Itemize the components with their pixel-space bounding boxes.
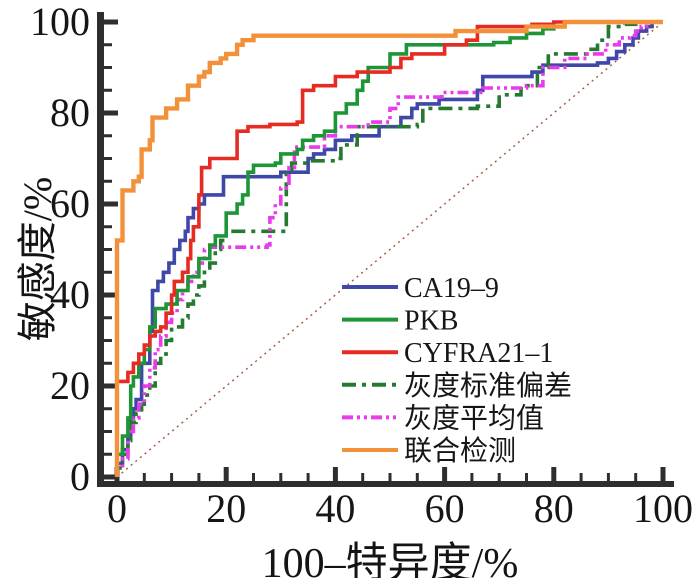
x-minor-tick	[361, 473, 365, 481]
x-tick-label: 20	[206, 486, 246, 531]
x-tick-label: 60	[425, 486, 465, 531]
y-tick-label: 80	[50, 90, 90, 135]
y-tick-label: 40	[50, 272, 90, 317]
y-tick-label: 0	[70, 454, 90, 499]
x-minor-tick	[525, 473, 528, 481]
x-major-tick	[551, 467, 557, 481]
y-minor-tick	[104, 361, 112, 365]
x-minor-tick	[142, 473, 146, 481]
legend-label: CA19–9	[404, 273, 499, 304]
legend-label: 灰度平均值	[404, 402, 544, 434]
reference-diagonal	[116, 21, 664, 478]
legend-label: 联合检测	[404, 435, 516, 467]
x-major-tick	[223, 467, 229, 481]
x-axis-spine	[97, 481, 674, 487]
y-minor-tick	[104, 339, 112, 342]
y-minor-tick	[104, 179, 112, 183]
x-tick-label: 100	[633, 486, 693, 531]
y-minor-tick	[104, 452, 112, 456]
x-major-tick	[442, 467, 448, 481]
y-minor-tick	[104, 88, 112, 92]
x-axis-title: 100–特异度/%	[261, 541, 519, 578]
x-minor-tick	[306, 473, 310, 481]
y-minor-tick	[104, 225, 112, 229]
x-major-tick	[660, 467, 666, 481]
y-minor-tick	[104, 270, 112, 274]
x-minor-tick	[197, 473, 201, 481]
x-tick-label: 80	[534, 486, 574, 531]
curve-CYFRA21–1	[115, 20, 663, 477]
y-major-tick	[104, 292, 118, 298]
x-minor-tick	[415, 473, 419, 481]
y-major-tick	[104, 474, 118, 480]
y-minor-tick	[104, 66, 112, 69]
x-minor-tick	[497, 473, 501, 481]
y-major-tick	[104, 19, 118, 25]
x-minor-tick	[579, 473, 583, 481]
x-minor-tick	[388, 473, 392, 481]
y-major-tick	[104, 201, 118, 207]
curve-灰度标准偏差	[115, 20, 663, 477]
x-minor-tick	[634, 473, 638, 481]
curve-CA19–9	[115, 20, 663, 477]
curves	[114, 19, 664, 478]
y-axis-spine	[97, 12, 104, 487]
y-axis-title: 敏感度/%	[15, 176, 60, 342]
y-minor-tick	[104, 316, 112, 320]
y-minor-tick	[104, 134, 112, 138]
x-minor-tick	[279, 473, 283, 481]
x-tick-label: 0	[107, 486, 127, 531]
y-minor-tick	[104, 157, 112, 160]
x-minor-tick	[252, 473, 255, 481]
legend-label: 灰度标准偏差	[404, 370, 572, 402]
legend-label: PKB	[404, 306, 458, 337]
y-major-tick	[104, 383, 118, 389]
y-tick-label: 100	[30, 0, 90, 44]
curve-联合检测	[114, 19, 663, 477]
axes: 0 20 40 60 80 100 0 20 40 60 80 100	[30, 0, 693, 531]
y-minor-tick	[104, 430, 112, 433]
y-minor-tick	[104, 407, 112, 411]
y-minor-tick	[104, 43, 112, 47]
y-tick-label: 20	[50, 363, 90, 408]
y-major-tick	[104, 110, 118, 116]
x-minor-tick	[470, 473, 474, 481]
x-major-tick	[332, 467, 338, 481]
x-tick-label: 40	[315, 486, 355, 531]
y-tick-label: 60	[50, 181, 90, 226]
x-minor-tick	[170, 473, 174, 481]
y-minor-tick	[104, 248, 112, 251]
x-minor-tick	[606, 473, 610, 481]
curve-灰度平均值	[115, 20, 663, 477]
legend-label: CYFRA21–1	[404, 338, 553, 369]
